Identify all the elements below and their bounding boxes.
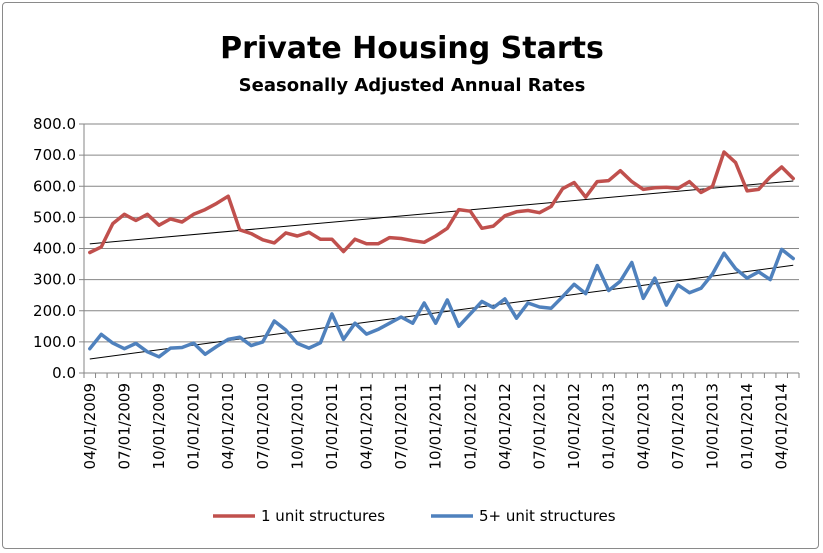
- series-line-2: [88, 247, 795, 359]
- x-tick-label: 04/01/2012: [496, 383, 514, 469]
- y-axis-tick-labels: 0.0 100.0 200.0 300.0 400.0 500.0 600.0 700.0 80…: [33, 115, 76, 382]
- x-tick-label: 07/01/2011: [392, 383, 410, 469]
- y-tick-label: 200.0: [33, 302, 76, 320]
- x-tick-label: 04/01/2013: [634, 383, 652, 469]
- x-tick-label: 07/01/2012: [531, 383, 549, 469]
- y-tick-label: 800.0: [33, 115, 76, 133]
- y-tick-label: 100.0: [33, 333, 76, 351]
- y-tick-label: 0.0: [52, 364, 76, 382]
- x-tick-label: 10/01/2009: [150, 383, 168, 469]
- y-tick-label: 400.0: [33, 240, 76, 258]
- y-tick-label: 700.0: [33, 146, 76, 164]
- x-tick-label: 07/01/2009: [115, 383, 133, 469]
- x-tick-label: 04/01/2011: [358, 383, 376, 469]
- y-tick-label: 600.0: [33, 177, 76, 195]
- x-tick-label: 04/01/2010: [219, 383, 237, 469]
- x-tick-label: 01/01/2012: [461, 383, 479, 469]
- x-tick-label: 04/01/2014: [773, 383, 791, 469]
- legend: 1 unit structures 5+ unit structures: [213, 507, 616, 525]
- trendlines: [89, 180, 794, 360]
- x-tick-label: 01/01/2011: [323, 383, 341, 469]
- x-tick-label: 01/01/2013: [600, 383, 618, 469]
- x-tick-label: 10/01/2013: [704, 383, 722, 469]
- legend-label-1: 1 unit structures: [261, 507, 385, 525]
- x-tick-label: 10/01/2011: [427, 383, 445, 469]
- x-tick-label: 10/01/2010: [288, 383, 306, 469]
- chart-title: Private Housing Starts: [220, 31, 604, 66]
- chart-subtitle: Seasonally Adjusted Annual Rates: [239, 75, 586, 96]
- trendline-1: [89, 180, 794, 245]
- gridlines: [84, 123, 799, 343]
- legend-label-2: 5+ unit structures: [479, 507, 616, 525]
- y-tick-label: 300.0: [33, 271, 76, 289]
- x-tick-label: 01/01/2010: [185, 383, 203, 469]
- x-tick-label: 10/01/2012: [565, 383, 583, 469]
- x-tick-label: 07/01/2010: [254, 383, 272, 469]
- x-tick-label: 07/01/2013: [669, 383, 687, 469]
- line-chart: Private Housing Starts Seasonally Adjust…: [33, 31, 800, 525]
- x-axis-tick-labels: 04/01/2009 07/01/2009 10/01/2009 01/01/2010…: [81, 383, 791, 469]
- axes: [79, 123, 800, 378]
- y-tick-label: 500.0: [33, 208, 76, 226]
- series-lines: [88, 150, 795, 359]
- series-line-1: [88, 150, 795, 255]
- x-tick-label: 01/01/2014: [738, 383, 756, 469]
- x-tick-label: 04/01/2009: [81, 383, 99, 469]
